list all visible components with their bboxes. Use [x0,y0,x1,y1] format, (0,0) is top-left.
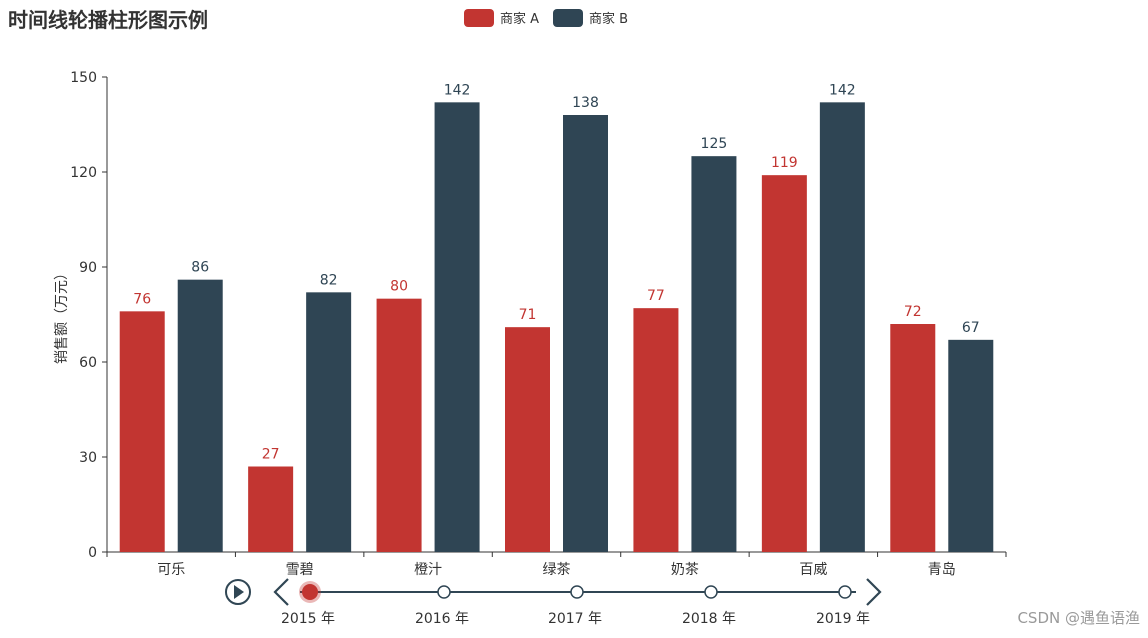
bar-series-b[interactable] [691,156,737,552]
bar-value-label: 119 [771,155,798,171]
x-tick-label: 百威 [799,562,827,578]
bar-series-a[interactable] [505,327,550,552]
bar-series-a[interactable] [633,308,679,552]
x-tick-label: 可乐 [157,562,185,578]
y-tick-label: 150 [70,70,97,86]
bar-series-a[interactable] [890,324,936,552]
bar-series-b[interactable] [177,279,223,552]
bar-value-label: 71 [519,307,537,323]
bar-series-a[interactable] [248,466,294,553]
bar-value-label: 76 [133,291,151,307]
y-tick-label: 60 [79,355,97,371]
bar-value-label: 27 [262,447,280,463]
bar-value-label: 142 [829,82,856,98]
timeline-label[interactable]: 2016 年 [415,611,469,627]
bar-value-label: 138 [572,95,599,111]
bar-value-label: 72 [904,304,922,320]
legend-label-series-a: 商家 A [500,12,540,27]
x-axis: 可乐 雪碧 橙汁 绿茶 奶茶 百威 青岛 [106,551,1007,578]
bar-series-a[interactable] [119,311,165,552]
x-tick-label: 雪碧 [286,562,314,578]
bar-value-label: 82 [320,272,338,288]
bar-series-b[interactable] [563,115,608,552]
bar-labels: 76 27 80 71 77 119 72 86 82 142 138 125 142 67 [133,82,979,462]
timeline-point[interactable] [704,585,718,599]
y-tick-label: 120 [70,165,97,181]
y-axis: 0 30 60 90 120 150 [70,70,108,561]
y-tick-label: 30 [79,450,97,466]
bar-value-label: 142 [444,82,471,98]
legend-swatch-series-b [553,8,584,27]
timeline-point[interactable] [437,585,451,599]
bar-value-label: 77 [647,288,665,304]
timeline-label[interactable]: 2017 年 [548,611,602,627]
y-tick-label: 90 [79,260,97,276]
bar-series-a[interactable] [376,298,422,552]
x-tick-label: 橙汁 [414,562,442,578]
x-tick-label: 青岛 [928,562,956,578]
chevron-left-icon[interactable] [273,578,289,606]
bars [119,102,994,553]
bar-value-label: 125 [701,136,728,152]
x-tick-label: 奶茶 [671,562,699,578]
bar-series-b[interactable] [819,102,865,552]
bar-series-b[interactable] [434,102,480,552]
chart-title: 时间线轮播柱形图示例 [8,8,208,32]
timeline-point[interactable] [570,585,584,599]
bar-value-label: 86 [191,260,209,276]
timeline-point-current[interactable] [302,584,318,600]
timeline-point[interactable] [838,585,852,599]
bar-value-label: 80 [390,279,408,295]
bar-series-b[interactable] [948,339,994,552]
timeline-label[interactable]: 2015 年 [281,611,335,627]
bar-series-a[interactable] [761,175,807,552]
legend-item-series-a[interactable]: 商家 A [464,8,539,27]
y-axis-label: 销售额（万元） [54,266,70,364]
legend-label-series-b: 商家 B [589,12,629,27]
play-icon[interactable] [225,579,251,605]
legend: 商家 A 商家 B [464,8,628,27]
bar-series-b[interactable] [306,292,352,552]
timeline-label[interactable]: 2019 年 [816,611,870,627]
watermark: CSDN @遇鱼语渔 [1017,609,1140,627]
timeline-label[interactable]: 2018 年 [682,611,736,627]
x-tick-label: 绿茶 [543,562,571,578]
timeline: 2015 年 2016 年 2017 年 2018 年 2019 年 [225,578,882,627]
bar-value-label: 67 [962,320,980,336]
y-tick-label: 0 [88,545,97,561]
legend-swatch-series-a [464,8,494,27]
legend-item-series-b[interactable]: 商家 B [553,8,628,27]
chevron-right-icon[interactable] [866,578,882,606]
